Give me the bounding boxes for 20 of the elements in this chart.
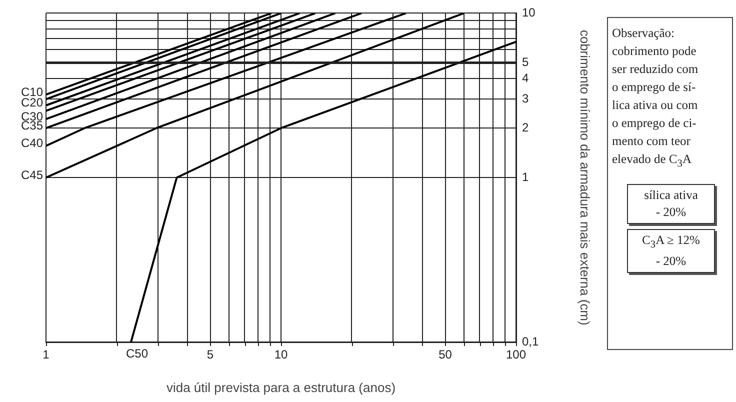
y-tick-label: 1	[522, 170, 529, 184]
y-tick-label: 2	[522, 120, 529, 134]
y-tick-label: 3	[522, 91, 529, 106]
y-tick-label: 0,1	[522, 334, 540, 348]
x-tick-label: 50	[438, 348, 452, 362]
series-label: C45	[20, 168, 44, 182]
x-tick-label: 5	[206, 348, 214, 362]
x-axis-title: vida útil prevista para a estrutura (anos)	[166, 380, 396, 395]
x-tick-label: 1	[42, 348, 50, 362]
y-axis-title: cobrimento mínimo da armadura mais externa (cm)	[578, 30, 593, 326]
y-tick-label: 10	[522, 6, 536, 20]
series-label: C40	[20, 136, 44, 150]
y-tick-label: 5	[522, 55, 529, 69]
y-tick-label: 4	[522, 70, 529, 85]
text: C$_{3}$A ≥ 12% - 20%	[627, 228, 715, 273]
text: sílica ativa - 20%	[627, 184, 715, 224]
x-tick-label: 10	[274, 348, 288, 362]
series-label: C50	[126, 346, 148, 360]
text: Observação: cobrimento pode ser reduzido com o emprego de sí- lica ativa ou com o emprego de ci- mento com teor elevado de C$_{3}$A	[612, 26, 698, 170]
x-tick-label: 100	[506, 348, 526, 362]
